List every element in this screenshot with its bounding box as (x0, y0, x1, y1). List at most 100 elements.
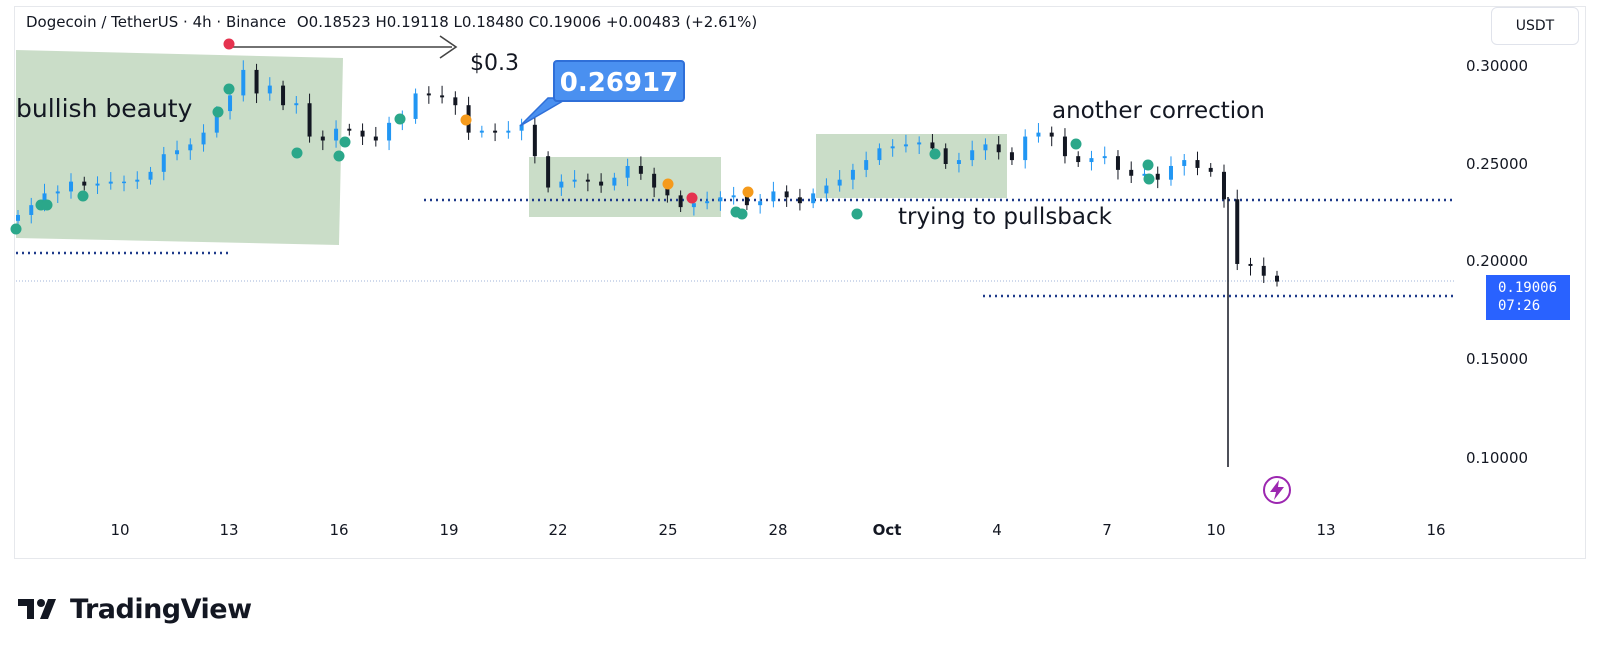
brand-logo[interactable]: TradingView (18, 589, 252, 629)
candle-body (652, 173, 657, 188)
candle-body (294, 103, 299, 106)
x-tick-label: 16 (329, 521, 348, 539)
candle-body (307, 103, 312, 137)
candle-body (95, 183, 100, 186)
current-price-badge: 0.19006 07:26 (1486, 275, 1570, 320)
candle-body (797, 197, 802, 204)
tradingview-logo-icon (18, 599, 56, 619)
candle-body (347, 128, 352, 131)
marker-orange (742, 186, 754, 198)
marker-green (212, 106, 224, 118)
candle-body (877, 148, 882, 161)
candle-body (625, 165, 630, 178)
candle-body (55, 191, 60, 194)
candle-body (188, 144, 193, 151)
candle-body (214, 111, 219, 133)
candle-body (267, 85, 272, 94)
symbol-label[interactable]: Dogecoin / TetherUS · 4h · Binance (26, 13, 287, 31)
candle-body (1089, 158, 1094, 163)
candle-body (599, 181, 604, 186)
zone-consolidation (529, 157, 721, 217)
marker-green (223, 83, 235, 95)
candle-body (413, 93, 418, 119)
target-arrow-head (439, 35, 458, 59)
marker-green (1142, 159, 1154, 171)
y-tick-label: 0.30000 (1466, 57, 1528, 75)
candle-body (506, 130, 511, 133)
x-tick-label: 22 (548, 521, 567, 539)
chart-header[interactable]: Dogecoin / TetherUS · 4h · Binance O0.18… (26, 13, 757, 31)
candle-body (1275, 275, 1279, 282)
marker-green (1070, 138, 1082, 150)
x-tick-label: 16 (1426, 521, 1445, 539)
zone-pullback (816, 134, 1007, 198)
candle-body (69, 181, 74, 192)
candle-body (82, 181, 87, 186)
candle-body (1155, 173, 1160, 180)
candle-body (281, 85, 286, 106)
ohlc-values: O0.18523 H0.19118 L0.18480 C0.19006 +0.0… (296, 13, 758, 31)
lightning-icon[interactable] (1263, 476, 1291, 504)
candle-body (135, 179, 140, 182)
candle-body (426, 93, 431, 96)
annotation-correction: another correction (1052, 98, 1265, 124)
candle-body (1076, 156, 1081, 163)
x-tick-label: 19 (439, 521, 458, 539)
candle-body (1182, 160, 1187, 166)
x-tick-label: 13 (219, 521, 238, 539)
marker-green (736, 208, 748, 220)
candle-body (705, 201, 710, 204)
candle-body (360, 130, 365, 137)
brand-name: TradingView (70, 593, 252, 625)
zone-bullish (16, 50, 343, 245)
marker-green (394, 113, 406, 125)
marker-green (77, 190, 89, 202)
candle-body (201, 132, 206, 145)
candle-body (903, 144, 908, 147)
candle-body (1102, 156, 1107, 159)
candle-body (373, 136, 378, 141)
x-axis[interactable]: 10 13 16 19 22 25 28 Oct 4 7 10 13 16 (110, 521, 1445, 539)
candle-body (1208, 167, 1213, 172)
marker-red (223, 38, 235, 50)
marker-red (686, 192, 698, 204)
y-tick-label: 0.20000 (1466, 252, 1528, 270)
candle-body (784, 191, 789, 198)
candle-body (29, 205, 34, 215)
candle-body (1195, 160, 1200, 168)
candle-body (532, 124, 537, 157)
candle-body (1235, 199, 1240, 264)
candle-body (691, 203, 696, 208)
candle-body (943, 148, 948, 164)
candle-body (1062, 136, 1067, 157)
candle-body (850, 169, 855, 180)
candle-body (241, 69, 246, 96)
candle-body (572, 179, 577, 182)
marker-green (1143, 173, 1155, 185)
candle-body (254, 69, 259, 94)
candle-body (559, 181, 564, 188)
green-markers (10, 83, 1155, 235)
x-tick-label: 10 (1206, 521, 1225, 539)
y-axis[interactable]: 0.30000 0.25000 0.20000 0.15000 0.10000 (1466, 57, 1528, 467)
x-tick-label: 28 (768, 521, 787, 539)
x-tick-label: 25 (658, 521, 677, 539)
annotation-target: $0.3 (470, 51, 519, 76)
candle-body (161, 154, 166, 172)
candle-body (585, 179, 590, 182)
x-tick-label: Oct (873, 521, 902, 539)
candle-body (996, 144, 1001, 153)
marker-green (41, 199, 53, 211)
x-tick-label: 4 (992, 521, 1002, 539)
candle-body (1009, 152, 1014, 161)
candles (16, 60, 1279, 287)
candle-body (771, 191, 776, 202)
candle-body (1049, 132, 1054, 137)
y-tick-label: 0.10000 (1466, 449, 1528, 467)
currency-button[interactable]: USDT (1491, 7, 1579, 45)
candle-body (122, 181, 127, 184)
candle-body (956, 160, 961, 164)
candle-body (731, 195, 736, 198)
candle-body (546, 156, 551, 188)
